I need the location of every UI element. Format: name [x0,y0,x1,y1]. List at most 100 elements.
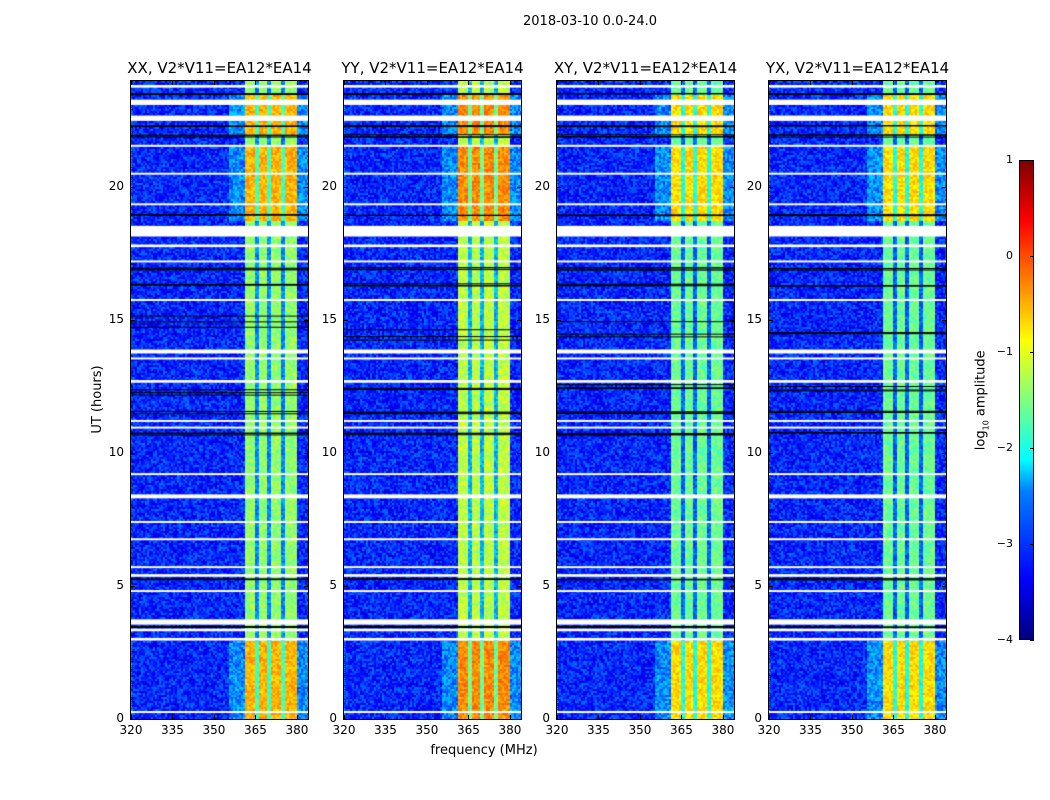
y-tick-label: 20 [746,179,762,194]
x-tick-label: 365 [244,723,267,737]
colorbar-tick [1030,640,1034,641]
x-tick-label: 350 [202,723,226,737]
y-tick-right [304,586,308,588]
heatmap-canvas [557,81,734,719]
y-tick-label: 10 [108,445,124,460]
y-tick [131,586,135,588]
y-tick-label: 20 [108,179,124,194]
y-tick-label: 15 [321,312,337,327]
x-tick-label: 365 [457,723,480,737]
heatmap-panel [556,80,735,720]
heatmap-canvas [344,81,521,719]
x-tick [131,715,132,719]
y-tick-label: 20 [534,179,550,194]
x-tick-top [172,81,174,85]
y-tick [769,453,773,455]
y-tick-right [942,320,946,322]
y-tick-right [730,453,734,455]
x-tick-label: 320 [545,723,569,737]
x-tick [296,715,298,719]
y-tick-label: 15 [534,312,550,327]
x-tick [172,715,174,719]
x-tick [639,715,641,719]
x-tick-top [213,81,215,85]
x-tick-label: 380 [711,723,735,737]
y-tick-right [304,719,308,720]
colorbar-label-rest: amplitude [973,350,989,421]
colorbar-tick-label: −2 [996,441,1013,454]
y-tick [344,586,348,588]
x-tick-label: 320 [119,723,143,737]
x-tick-top [639,81,641,85]
colorbar-label: log10 amplitude [974,335,991,465]
x-tick-top [851,81,853,85]
x-tick-label: 350 [840,723,864,737]
y-tick [131,719,135,720]
x-tick-top [131,81,132,85]
y-tick-label: 0 [542,711,550,725]
y-tick [344,453,348,455]
x-tick [681,715,683,719]
y-tick [769,320,773,322]
x-tick-label: 365 [670,723,693,737]
x-tick-label: 335 [799,723,822,737]
x-tick [385,715,387,719]
panel-title: XX, V2*V11=EA12*EA14 [127,59,312,77]
colorbar-tick [1030,160,1034,161]
x-tick [722,715,724,719]
x-tick [598,715,600,719]
y-tick-right [942,719,946,720]
y-tick-right [304,453,308,455]
y-tick-label: 10 [534,445,550,460]
y-tick [131,453,135,455]
heatmap-canvas [131,81,308,719]
x-tick-top [769,81,770,85]
x-tick-top [385,81,387,85]
x-tick [934,715,936,719]
panel-title: XY, V2*V11=EA12*EA14 [553,59,738,77]
colorbar-tick-label: −1 [996,345,1013,358]
y-tick-right [730,320,734,322]
x-tick [851,715,853,719]
heatmap-panel [768,80,947,720]
x-tick-top [296,81,298,85]
colorbar-tick [1030,352,1034,353]
colorbar-tick [1030,448,1034,449]
x-tick [426,715,428,719]
x-tick [557,715,558,719]
y-tick-right [730,586,734,588]
x-tick [810,715,812,719]
x-tick [213,715,215,719]
y-tick [769,187,773,189]
x-tick-label: 335 [161,723,184,737]
y-tick [557,320,561,322]
colorbar-tick [1030,544,1034,545]
y-tick [557,719,561,720]
x-tick-label: 365 [882,723,905,737]
x-tick-label: 320 [757,723,781,737]
y-tick-label: 10 [321,445,337,460]
y-tick-label: 5 [754,578,762,593]
x-tick-top [426,81,428,85]
figure-title: 2018-03-10 0.0-24.0 [523,14,657,29]
x-tick-label: 350 [628,723,652,737]
y-tick-right [517,453,521,455]
y-tick-right [304,187,308,189]
y-tick-label: 0 [754,711,762,725]
x-tick-top [255,81,257,85]
y-axis-label: UT (hours) [90,365,105,434]
heatmap-panel [343,80,522,720]
y-tick-right [517,320,521,322]
x-tick-top [810,81,812,85]
y-tick-label: 0 [116,711,124,725]
colorbar [1019,160,1034,640]
y-tick-right [942,187,946,189]
y-tick-right [730,187,734,189]
y-tick-right [304,320,308,322]
x-tick-top [681,81,683,85]
panel-title: YX, V2*V11=EA12*EA14 [765,59,950,77]
y-tick-label: 5 [116,578,124,593]
x-tick-label: 380 [285,723,309,737]
colorbar-tick [1030,256,1034,257]
y-tick [557,187,561,189]
